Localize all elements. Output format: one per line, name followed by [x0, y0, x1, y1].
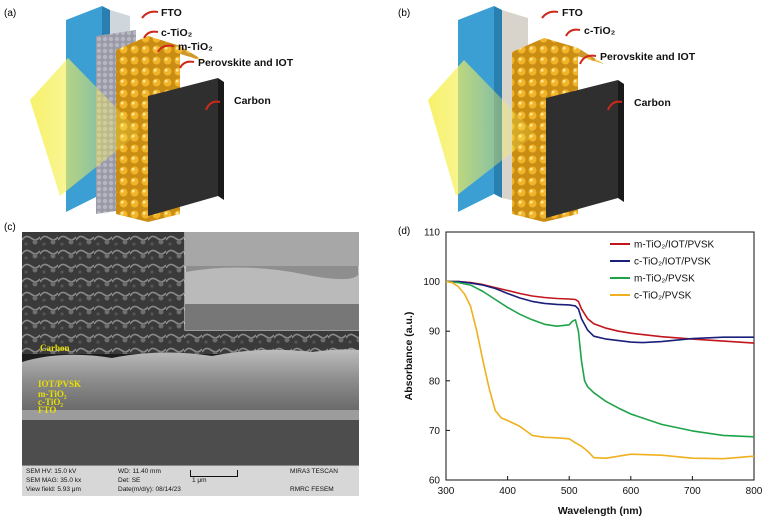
sem-image: Carbon IOT/PVSK m-TiO₂ c-TiO₂ FTO SEM HV…: [22, 232, 359, 496]
light-beam: [428, 60, 536, 196]
callout-carbon: Carbon: [205, 95, 271, 111]
sem-brand: MIRA3 TESCAN: [290, 468, 338, 475]
x-tick-label: 500: [561, 486, 578, 497]
y-tick-label: 80: [429, 376, 441, 387]
x-tick-label: 700: [684, 486, 701, 497]
x-tick-label: 300: [438, 486, 455, 497]
y-tick-label: 110: [424, 228, 440, 239]
sem-label-carbon: Carbon: [40, 343, 70, 353]
legend-label: m-TiO₂/PVSK: [634, 274, 695, 285]
svg-text:FTO: FTO: [562, 7, 583, 19]
svg-text:FTO: FTO: [161, 7, 182, 19]
scale-bar: [190, 470, 238, 477]
callout-m-tio2: m-TiO₂: [157, 41, 213, 53]
schematic-a: FTO c-TiO₂ m-TiO₂ Perovskite and IOT Car…: [30, 6, 294, 222]
x-tick-label: 400: [499, 486, 516, 497]
absorbance-chart: 300 400 500 600 700 800 60 70 80 90 100 110 Waveleng…: [403, 228, 762, 518]
panel-b-label: (b): [398, 8, 411, 19]
svg-text:c-TiO₂: c-TiO₂: [161, 27, 193, 39]
carbon-layer: [546, 80, 618, 218]
panel-d-label: (d): [398, 226, 411, 237]
panel-a-label: (a): [4, 8, 17, 19]
sem-wd: WD: 11.40 mm: [118, 468, 161, 475]
sem-label-iot-pvsk: IOT/PVSK: [38, 379, 82, 389]
panel-c-label: (c): [4, 222, 16, 233]
sem-info-bar: SEM HV: 15.0 kV WD: 11.40 mm MIRA3 TESCA…: [22, 465, 359, 496]
x-tick-label: 600: [622, 486, 639, 497]
legend-label: c-TiO₂/IOT/PVSK: [634, 257, 711, 268]
sem-det: Det: SE: [118, 477, 141, 484]
svg-text:Perovskite and IOT: Perovskite and IOT: [198, 57, 294, 69]
plot-frame: [445, 231, 755, 481]
callout-carbon: Carbon: [607, 97, 671, 111]
legend-label: m-TiO₂/IOT/PVSK: [634, 240, 715, 251]
callout-fto: FTO: [141, 7, 182, 19]
y-axis-title: Absorbance (a.u.): [403, 312, 415, 401]
sem-label-fto: FTO: [38, 405, 57, 415]
sem-mag: SEM MAG: 35.0 kx: [26, 477, 82, 484]
callout-perovskite-iot: Perovskite and IOT: [579, 51, 696, 65]
sem-date: Date(m/d/y): 08/14/23: [118, 486, 181, 493]
svg-text:m-TiO₂: m-TiO₂: [178, 41, 213, 53]
x-tick-label: 800: [746, 486, 762, 497]
sem-label-c-tio2: c-TiO₂: [38, 397, 64, 407]
legend-label: c-TiO₂/PVSK: [634, 291, 692, 302]
svg-text:c-TiO₂: c-TiO₂: [584, 25, 616, 37]
series-line-1: [446, 280, 754, 344]
series-line-0: [446, 280, 755, 344]
y-tick-label: 60: [429, 476, 441, 487]
svg-text:Perovskite and IOT: Perovskite and IOT: [600, 51, 696, 63]
sem-scale: 1 μm: [192, 477, 207, 484]
x-axis-title: Wavelength (nm): [558, 505, 642, 517]
y-tick-label: 70: [429, 426, 441, 437]
sem-lab: RMRC FESEM: [290, 486, 334, 493]
callout-c-tio2: c-TiO₂: [143, 27, 193, 39]
sem-hv: SEM HV: 15.0 kV: [26, 468, 77, 475]
schematic-b: FTO c-TiO₂ Perovskite and IOT Carbon: [428, 6, 696, 222]
callout-c-tio2: c-TiO₂: [565, 25, 616, 37]
y-tick-label: 100: [423, 277, 440, 288]
series-line-3: [445, 280, 755, 460]
light-beam: [30, 58, 140, 196]
sem-view-field: View field: 5.93 μm: [26, 486, 81, 493]
carbon-layer: [148, 78, 218, 216]
callout-fto: FTO: [541, 7, 583, 19]
series-line-2: [445, 280, 755, 438]
y-tick-label: 90: [429, 327, 441, 338]
svg-text:Carbon: Carbon: [234, 95, 271, 107]
callout-perovskite-iot: Perovskite and IOT: [179, 57, 294, 69]
sem-label-m-tio2: m-TiO₂: [38, 389, 67, 399]
svg-text:Carbon: Carbon: [634, 97, 671, 109]
